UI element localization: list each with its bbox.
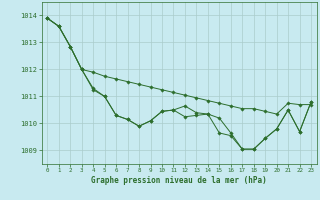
X-axis label: Graphe pression niveau de la mer (hPa): Graphe pression niveau de la mer (hPa) — [91, 176, 267, 185]
